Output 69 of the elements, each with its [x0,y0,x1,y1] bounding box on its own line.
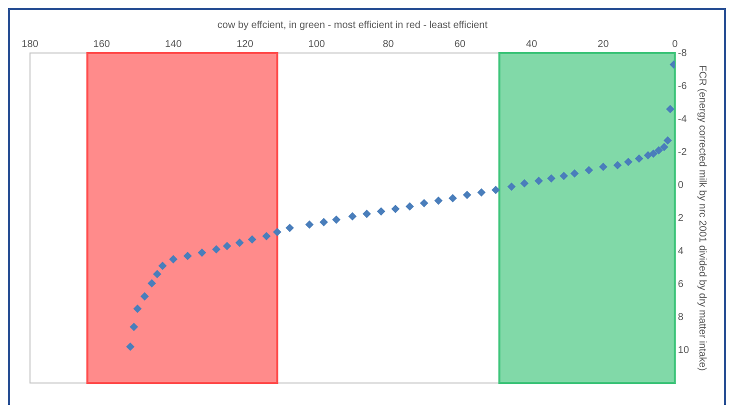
point [273,228,282,236]
x-tick-label: 20 [598,38,610,50]
point [362,210,371,218]
x-tick-label: 100 [308,38,326,50]
point [198,248,206,257]
y-tick-label: 6 [678,278,684,290]
point [348,212,356,220]
point [635,154,644,163]
point [305,220,314,229]
x-tick-label: 160 [93,38,110,50]
point [223,242,232,250]
y-tick-label: 8 [678,312,684,323]
y-tick-label: 0 [678,180,684,191]
point [547,174,556,182]
point [420,199,428,208]
x-tick-label: 60 [454,38,466,50]
x-axis-title: cow by effcient, in green - most efficient in red - least efficient [217,20,488,31]
y-tick-label: 2 [678,212,684,224]
y-tick-label: 4 [678,246,684,257]
point [614,161,622,170]
point [599,162,608,171]
point [463,190,472,199]
point [391,204,400,213]
point [534,176,543,185]
point [130,322,138,331]
point [133,304,142,313]
point [126,342,134,351]
point [169,255,178,264]
x-tick-label: 40 [526,38,538,50]
point [492,186,500,194]
point [666,105,674,114]
x-tick-label: 180 [22,38,39,50]
point [406,202,414,210]
point [262,232,270,240]
y-tick-label: -8 [678,48,688,59]
y-axis-title: FCR (energy corrected milk by nrc 2001 divided by dry matter intake) [696,65,708,371]
point [332,216,340,224]
y-tick-label: -6 [678,80,688,92]
point [320,218,328,226]
x-tick-label: 80 [382,38,394,50]
point [624,158,632,166]
point [570,169,579,178]
point [248,235,256,244]
point [649,150,658,158]
point [377,207,386,216]
point [158,262,167,270]
y-tick-label: 10 [678,344,690,356]
point [148,279,156,288]
x-tick-label: 140 [164,38,182,50]
point [448,194,457,202]
point [236,238,244,247]
y-tick-label: -2 [678,146,688,158]
point [212,245,220,254]
point [644,151,652,160]
point [153,270,162,278]
point [140,292,149,300]
point [508,182,516,191]
x-tick-label: 120 [236,38,254,50]
point [664,136,672,144]
point [286,224,294,232]
y-tick-label: -4 [678,114,688,125]
point [654,146,663,154]
point [184,252,192,260]
point [477,188,486,196]
point [584,166,593,174]
point [560,172,568,180]
point [434,196,442,205]
point [660,143,668,152]
point [520,179,528,188]
